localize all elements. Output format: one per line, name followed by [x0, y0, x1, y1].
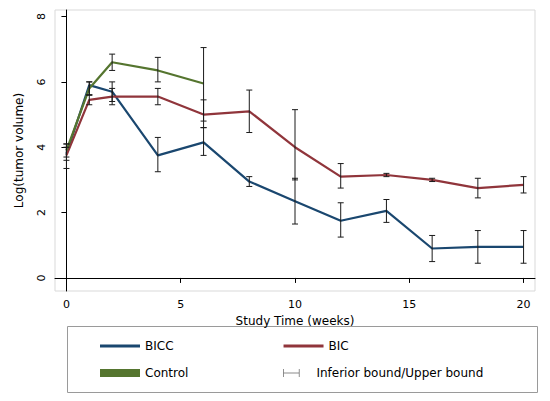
svg-text:BIC: BIC: [329, 339, 349, 353]
svg-text:4: 4: [35, 144, 48, 151]
svg-text:5: 5: [177, 298, 184, 311]
svg-text:Control: Control: [145, 366, 188, 380]
svg-text:6: 6: [35, 78, 48, 85]
svg-text:Log(tumor volume): Log(tumor volume): [12, 93, 26, 208]
svg-text:Inferior bound/Upper bound: Inferior bound/Upper bound: [316, 366, 483, 380]
svg-text:10: 10: [288, 298, 302, 311]
svg-text:0: 0: [63, 298, 70, 311]
svg-text:20: 20: [517, 298, 531, 311]
svg-text:0: 0: [35, 274, 48, 281]
svg-text:15: 15: [402, 298, 416, 311]
svg-text:8: 8: [35, 13, 48, 20]
svg-text:2: 2: [35, 209, 48, 216]
svg-text:BICC: BICC: [145, 339, 174, 353]
svg-text:Study Time (weeks): Study Time (weeks): [236, 314, 355, 328]
